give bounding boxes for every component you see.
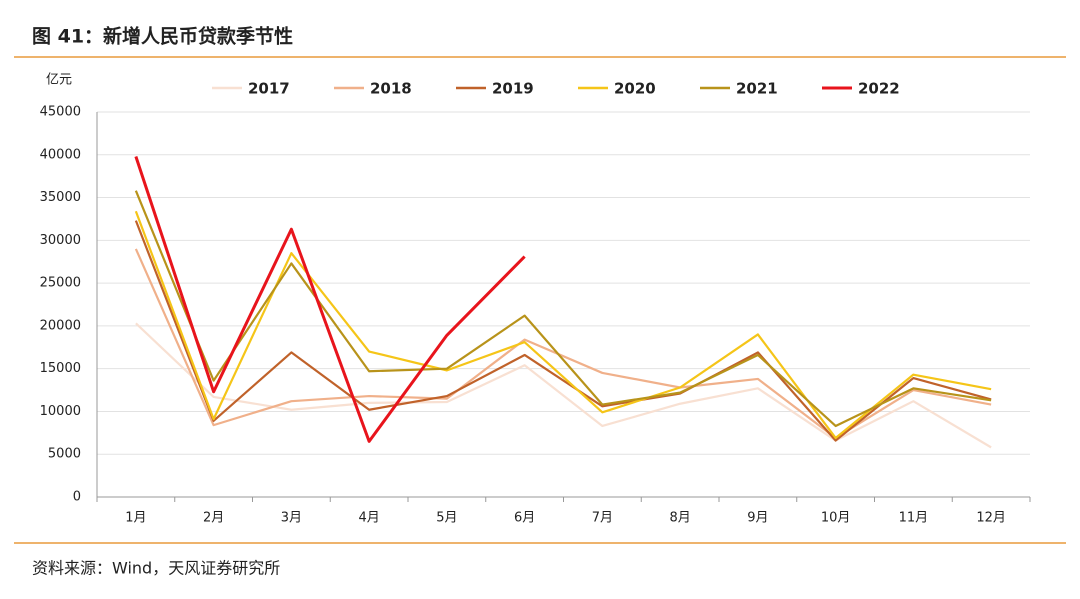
legend-label: 2017 — [248, 80, 290, 98]
legend-label: 2019 — [492, 80, 534, 98]
legend-label: 2021 — [736, 80, 778, 98]
x-tick-label: 9月 — [747, 511, 768, 526]
y-tick-label: 0 — [73, 490, 81, 505]
series-line — [135, 322, 992, 449]
x-tick-label: 2月 — [203, 511, 224, 526]
chart-title: 图 41：新增人民币贷款季节性 — [32, 25, 293, 48]
legend-label: 2020 — [614, 80, 656, 98]
legend-label: 2022 — [858, 80, 900, 98]
series-line — [134, 190, 992, 428]
x-tick-label: 4月 — [358, 511, 379, 526]
source-note: 资料来源：Wind，天风证券研究所 — [32, 559, 280, 578]
x-tick-label: 6月 — [514, 511, 535, 526]
y-tick-label: 15000 — [40, 361, 81, 376]
series-line — [134, 248, 992, 440]
y-axis-label: 亿元 — [46, 73, 72, 88]
y-tick-label: 40000 — [40, 147, 81, 162]
y-tick-label: 20000 — [40, 318, 81, 333]
y-tick-label: 45000 — [40, 105, 81, 120]
x-tick-label: 5月 — [436, 511, 457, 526]
series-line — [134, 220, 992, 442]
legend-label: 2018 — [370, 80, 412, 98]
x-tick-label: 11月 — [899, 511, 929, 526]
y-tick-label: 25000 — [40, 276, 81, 291]
series-line — [134, 156, 526, 443]
y-tick-label: 10000 — [40, 404, 81, 419]
x-tick-label: 8月 — [669, 511, 690, 526]
x-tick-label: 3月 — [281, 511, 302, 526]
x-tick-label: 1月 — [125, 511, 146, 526]
y-tick-label: 30000 — [40, 233, 81, 248]
y-tick-label: 35000 — [40, 190, 81, 205]
series-line — [134, 210, 992, 440]
x-tick-label: 12月 — [976, 511, 1006, 526]
x-tick-label: 10月 — [821, 511, 851, 526]
x-tick-label: 7月 — [592, 511, 613, 526]
y-tick-label: 5000 — [48, 447, 81, 462]
